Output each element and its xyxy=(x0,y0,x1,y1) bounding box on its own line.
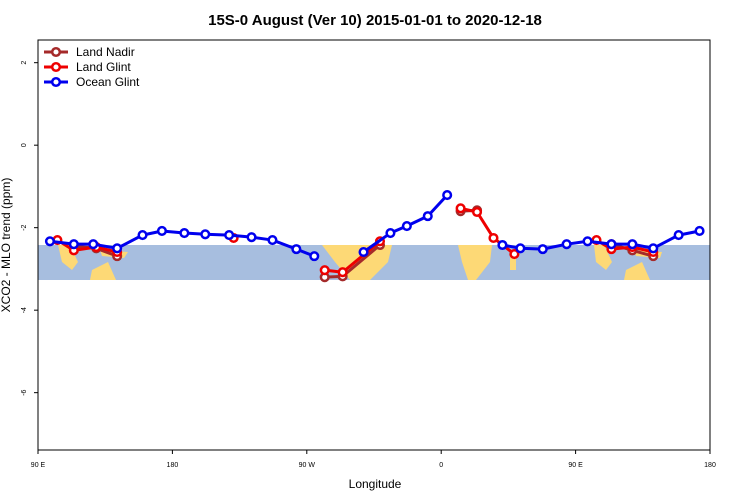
legend-label: Land Nadir xyxy=(76,45,135,59)
data-point xyxy=(694,225,705,237)
data-point xyxy=(627,239,638,250)
data-point xyxy=(309,251,320,262)
data-point xyxy=(112,243,123,254)
x-axis-label: Longitude xyxy=(349,477,402,491)
data-point xyxy=(137,230,148,241)
data-point xyxy=(497,239,508,251)
y-tick-label: -2 xyxy=(21,224,28,230)
data-point xyxy=(44,236,55,247)
y-tick-label: 0 xyxy=(21,143,28,147)
x-tick-label: 90 E xyxy=(568,462,583,469)
data-point xyxy=(385,227,396,239)
data-point xyxy=(88,239,99,250)
data-point xyxy=(401,220,412,232)
data-point xyxy=(319,265,330,276)
data-point xyxy=(156,225,167,237)
data-point xyxy=(442,190,453,201)
data-point xyxy=(179,227,190,239)
data-point xyxy=(267,235,278,246)
x-tick-label: 90 W xyxy=(299,462,316,469)
data-point xyxy=(337,267,348,278)
plot-frame xyxy=(37,39,711,451)
chart-title: 15S-0 August (Ver 10) 2015-01-01 to 2020… xyxy=(208,12,542,29)
y-tick-label: -6 xyxy=(21,389,28,395)
x-tick-label: 0 xyxy=(439,462,443,469)
legend-marker xyxy=(50,76,62,88)
data-point xyxy=(291,244,302,255)
data-point xyxy=(224,230,235,241)
data-point xyxy=(648,243,659,254)
data-point xyxy=(422,211,433,222)
legend-label: Land Glint xyxy=(76,60,131,74)
data-point xyxy=(471,206,483,218)
y-axis-label: XCO2 - MLO trend (ppm) xyxy=(0,178,13,313)
data-point xyxy=(606,239,617,250)
data-point xyxy=(68,239,79,250)
data-point xyxy=(537,244,548,255)
data-point xyxy=(582,236,593,247)
x-tick-label: 180 xyxy=(704,462,716,469)
data-point xyxy=(673,230,684,241)
legend-marker xyxy=(50,61,62,73)
y-tick-label: -4 xyxy=(21,307,28,313)
x-tick-label: 90 E xyxy=(31,462,46,469)
data-point xyxy=(561,239,572,250)
data-point xyxy=(515,243,526,254)
data-point xyxy=(509,249,520,260)
data-point xyxy=(455,203,466,214)
data-point xyxy=(200,229,211,240)
data-point xyxy=(358,246,369,258)
data-point xyxy=(488,232,499,244)
data-point xyxy=(246,232,257,243)
x-tick-label: 180 xyxy=(167,462,179,469)
legend-marker xyxy=(50,46,62,58)
legend-label: Ocean Glint xyxy=(76,75,140,89)
y-tick-label: 2 xyxy=(21,61,28,65)
